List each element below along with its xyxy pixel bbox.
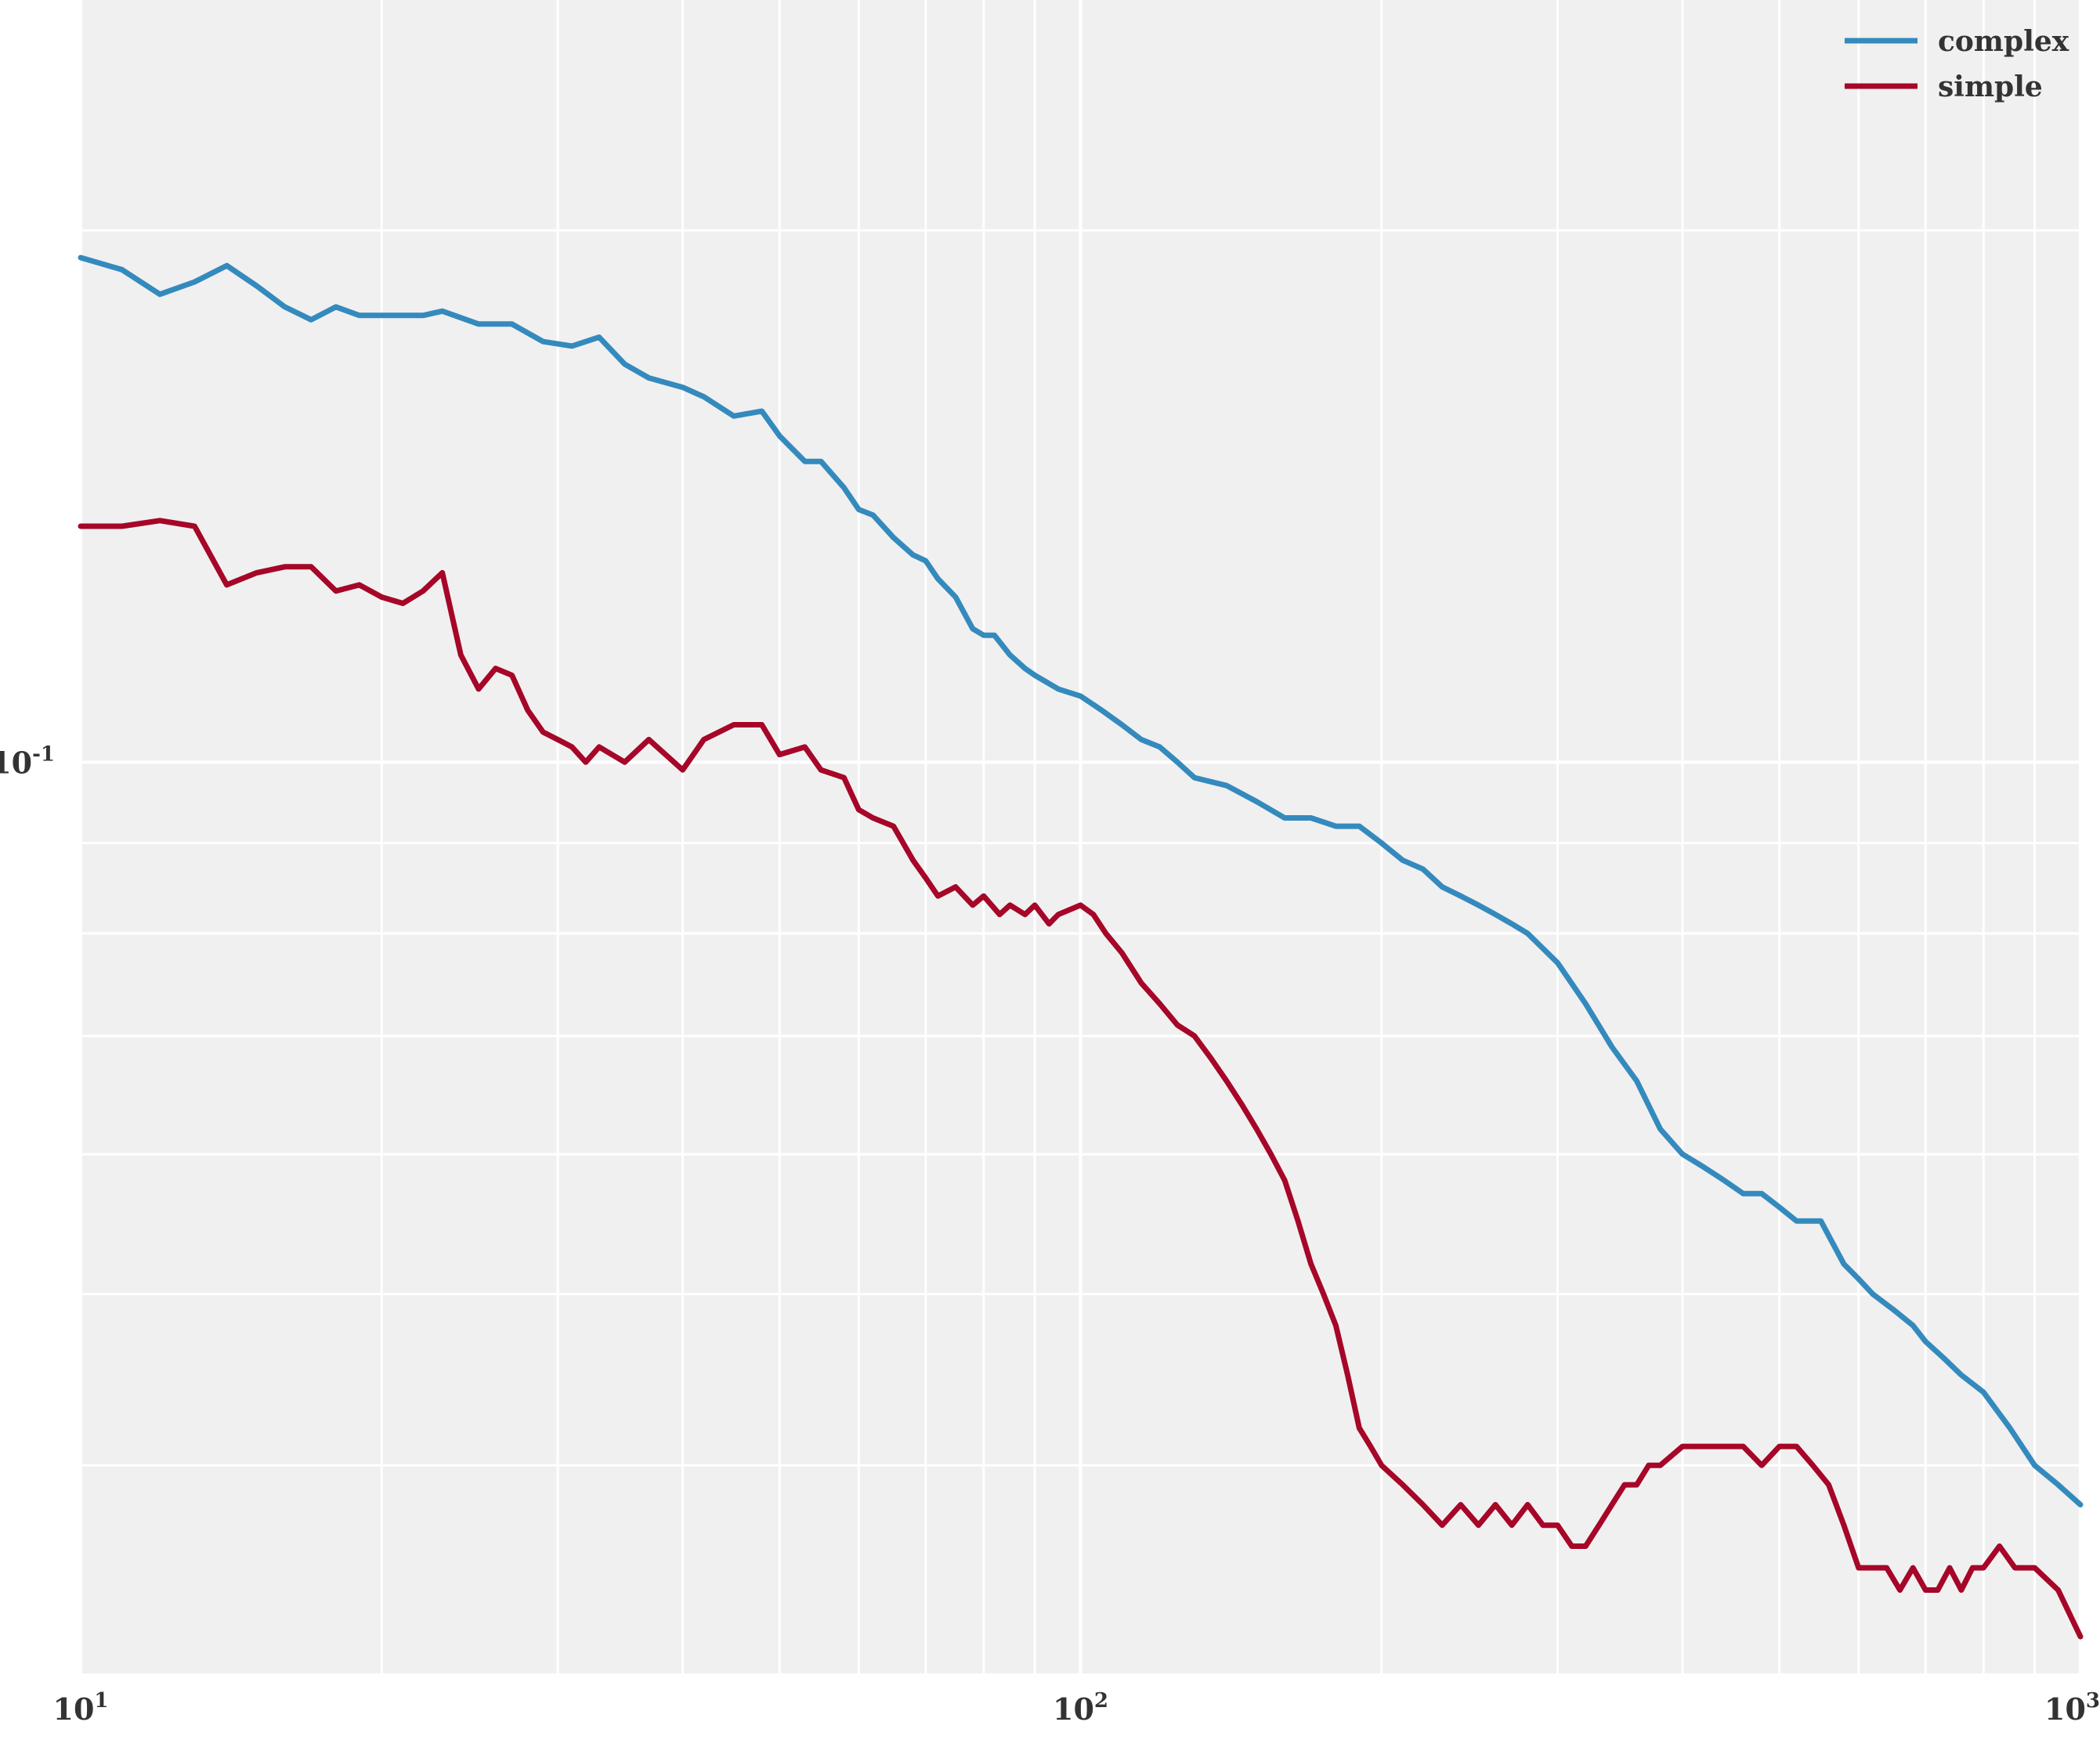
series-group bbox=[78, 255, 2084, 1640]
legend-label-complex: complex bbox=[1938, 25, 2069, 58]
grid bbox=[79, 0, 2082, 1673]
tick-labels: 101 102 103 10-1 bbox=[0, 742, 2100, 1727]
x-tick-label: 101 bbox=[53, 1689, 109, 1727]
legend: complex simple bbox=[1845, 25, 2069, 103]
x-tick-label: 103 bbox=[2044, 1689, 2100, 1727]
legend-label-simple: simple bbox=[1938, 70, 2043, 103]
x-tick-label: 102 bbox=[1053, 1689, 1108, 1727]
series-line-complex bbox=[78, 255, 2084, 1507]
series-line-simple bbox=[78, 518, 2084, 1640]
y-tick-label: 10-1 bbox=[0, 742, 55, 780]
